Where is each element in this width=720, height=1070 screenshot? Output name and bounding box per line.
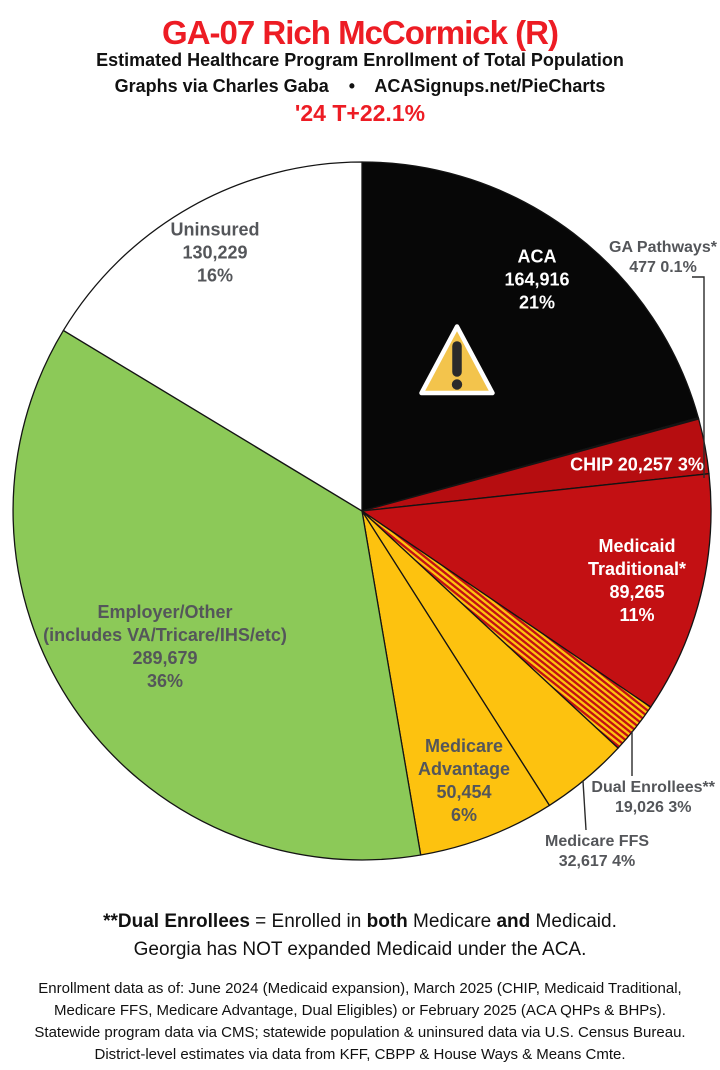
trump-margin-note: '24 T+22.1% — [294, 100, 426, 126]
dual-enrollees-name: Dual Enrollees** — [591, 779, 715, 796]
pie-slice-medicaid-traditional — [361, 473, 712, 708]
pie-slice-employer-other-includes-va-tricare-ihs-etc — [12, 329, 422, 861]
pie-slice-aca — [361, 161, 699, 512]
chip-label: CHIP 20,257 3% — [570, 454, 704, 477]
pie-slices — [12, 161, 712, 861]
medicaid-count: 89,265 — [609, 582, 665, 602]
leader-lines — [582, 276, 705, 831]
attribution-line: Graphs via Charles Gaba • ACASignups.net… — [114, 76, 606, 96]
dual-note-bold-segment: and — [496, 911, 531, 932]
uninsured-count: 130,229 — [182, 242, 248, 263]
medicare-ffs-name: Medicare FFS — [544, 833, 650, 850]
medicaid-expansion-note: Georgia has NOT expanded Medicaid under … — [133, 939, 587, 960]
medicaid-name1: Medicaid — [598, 536, 676, 556]
medicare-ffs-count: 32,617 4% — [558, 853, 636, 870]
medicare-advantage-pct: 6% — [450, 805, 477, 825]
employer-name2: (includes VA/Tricare/IHS/etc) — [43, 625, 287, 645]
source-note-line2: Medicare FFS, Medicare Advantage, Dual E… — [54, 1002, 666, 1019]
dual-enrollees-count: 19,026 3% — [614, 799, 692, 816]
aca-name: ACA — [517, 246, 557, 267]
medicaid-name2: Traditional* — [587, 559, 687, 579]
medicare-advantage-label: Medicare Advantage 50,454 6% — [418, 735, 510, 827]
dual-note-segment: Medicaid. — [530, 911, 617, 932]
source-note-line1: Enrollment data as of: June 2024 (Medica… — [38, 980, 682, 997]
medicare-advantage-count: 50,454 — [436, 782, 492, 802]
aca-pct: 21% — [518, 292, 556, 313]
ga-pathways-leader-line — [692, 276, 705, 478]
dual-note-bold-segment: both — [366, 911, 408, 932]
uninsured-label: Uninsured 130,229 16% — [170, 219, 259, 288]
employer-count: 289,679 — [132, 648, 198, 668]
uninsured-name: Uninsured — [170, 219, 260, 240]
warning-icon — [419, 324, 495, 396]
employer-other-label: Employer/Other (includes VA/Tricare/IHS/… — [43, 601, 287, 693]
medicare-ffs-label: Medicare FFS 32,617 4% — [545, 832, 649, 872]
ga-pathways-name: GA Pathways* — [609, 239, 717, 256]
dual-note-segment: Medicare — [407, 911, 497, 932]
employer-name1: Employer/Other — [97, 602, 233, 622]
pie-slice-medicare-advantage — [361, 510, 551, 856]
source-note-line3: Statewide program data via CMS; statewid… — [34, 1024, 686, 1041]
aca-count: 164,916 — [504, 269, 570, 290]
page-title: GA-07 Rich McCormick (R) — [162, 14, 559, 51]
data-source-notes: Enrollment data as of: June 2024 (Medica… — [0, 978, 720, 1066]
employer-pct: 36% — [146, 671, 184, 691]
dual-note-segment: = Enrolled in — [249, 911, 367, 932]
uninsured-pct: 16% — [196, 265, 234, 286]
page-subtitle: Estimated Healthcare Program Enrollment … — [96, 50, 624, 70]
aca-label: ACA 164,916 21% — [504, 246, 569, 315]
medicaid-pct: 11% — [619, 605, 655, 625]
dual-enrollees-label: Dual Enrollees** 19,026 3% — [591, 778, 715, 818]
medicaid-traditional-label: Medicaid Traditional* 89,265 11% — [588, 535, 686, 627]
dual-enrollees-note: **Dual Enrollees = Enrolled in both Medi… — [0, 908, 720, 935]
medicare-advantage-name2: Advantage — [417, 759, 511, 779]
pie-slice-uninsured — [62, 161, 363, 512]
medicare-advantage-name1: Medicare — [424, 736, 504, 756]
dual-note-bold-segment: **Dual Enrollees — [103, 911, 250, 932]
chip-name-count-pct: CHIP 20,257 3% — [570, 454, 704, 475]
source-note-line4: District-level estimates via data from K… — [94, 1046, 626, 1063]
ga-pathways-label: GA Pathways* 477 0.1% — [609, 238, 717, 278]
medicare-ffs-leader-line — [582, 780, 587, 831]
ga-pathways-count: 477 0.1% — [629, 259, 697, 276]
